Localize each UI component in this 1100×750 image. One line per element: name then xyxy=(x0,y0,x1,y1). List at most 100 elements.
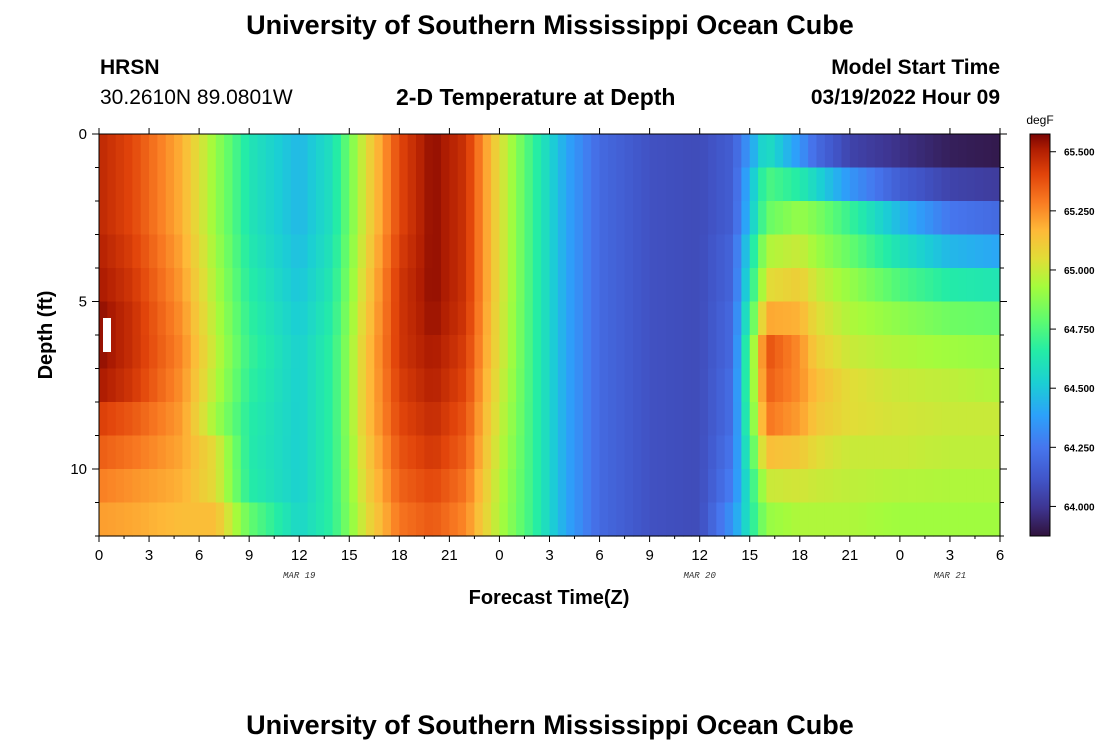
heatmap-cell xyxy=(674,335,684,370)
heatmap-cell xyxy=(324,335,334,370)
heatmap-cell xyxy=(207,469,217,504)
heatmap-cell xyxy=(165,335,175,370)
heatmap-cell xyxy=(215,167,225,202)
heatmap-cell xyxy=(691,134,701,169)
heatmap-cell xyxy=(524,335,534,370)
heatmap-cell xyxy=(591,167,601,202)
heatmap-cell xyxy=(766,268,776,303)
heatmap-cell xyxy=(282,502,292,537)
heatmap-cell xyxy=(916,469,926,504)
heatmap-cell xyxy=(899,268,909,303)
heatmap-cell xyxy=(649,435,659,470)
heatmap-cell xyxy=(674,469,684,504)
x-tick-label: 18 xyxy=(791,547,808,564)
heatmap-cell xyxy=(774,335,784,370)
heatmap-cell xyxy=(791,469,801,504)
heatmap-cell xyxy=(482,469,492,504)
heatmap-cell xyxy=(441,167,450,202)
colorbar-tick-label: 65.500 xyxy=(1064,148,1095,159)
heatmap-cell xyxy=(499,301,509,336)
heatmap-cell xyxy=(774,402,784,437)
heatmap-cell xyxy=(949,234,959,269)
heatmap-cell xyxy=(274,335,284,370)
heatmap-cell xyxy=(424,134,434,169)
heatmap-cell xyxy=(733,469,742,504)
heatmap-cell xyxy=(499,134,509,169)
heatmap-cell xyxy=(557,402,567,437)
heatmap-cell xyxy=(616,435,626,470)
heatmap-cell xyxy=(733,167,742,202)
heatmap-cell xyxy=(891,335,901,370)
heatmap-cell xyxy=(99,167,108,202)
heatmap-cell xyxy=(265,502,275,537)
heatmap-cell xyxy=(382,469,392,504)
heatmap-cell xyxy=(299,368,309,403)
heatmap-cell xyxy=(657,134,667,169)
heatmap-cell xyxy=(265,435,275,470)
heatmap-cell xyxy=(224,368,234,403)
heatmap-cell xyxy=(716,435,726,470)
heatmap-cell xyxy=(282,201,292,236)
heatmap-cell xyxy=(641,201,651,236)
heatmap-cell xyxy=(941,301,951,336)
heatmap-cell xyxy=(307,268,317,303)
heatmap-cell xyxy=(741,469,751,504)
heatmap-cell xyxy=(199,368,209,403)
heatmap-cell xyxy=(265,134,275,169)
heatmap-cell xyxy=(332,368,342,403)
heatmap-cell xyxy=(215,268,225,303)
heatmap-cell xyxy=(632,268,642,303)
heatmap-cell xyxy=(666,134,676,169)
heatmap-cell xyxy=(507,234,517,269)
heatmap-cell xyxy=(766,201,776,236)
heatmap-cell xyxy=(374,234,384,269)
heatmap-cell xyxy=(824,368,834,403)
heatmap-cell xyxy=(549,469,559,504)
heatmap-cell xyxy=(941,268,951,303)
heatmap-cell xyxy=(899,335,909,370)
heatmap-cell xyxy=(649,469,659,504)
heatmap-cell xyxy=(991,435,1001,470)
heatmap-cell xyxy=(232,301,242,336)
heatmap-cell xyxy=(708,368,717,403)
heatmap-cell xyxy=(816,502,826,537)
heatmap-cell xyxy=(249,335,259,370)
heatmap-cell xyxy=(240,469,250,504)
heatmap-cell xyxy=(799,402,809,437)
heatmap-cell xyxy=(265,335,275,370)
heatmap-cell xyxy=(966,469,976,504)
heatmap-cell xyxy=(582,268,592,303)
heatmap-cell xyxy=(649,335,659,370)
heatmap-cell xyxy=(799,234,809,269)
heatmap-cell xyxy=(190,335,200,370)
heatmap-cell xyxy=(99,368,108,403)
heatmap-cell xyxy=(532,134,542,169)
footer-title: University of Southern Mississippi Ocean… xyxy=(246,710,854,740)
heatmap-cell xyxy=(124,301,133,336)
heatmap-cell xyxy=(307,167,317,202)
heatmap-cell xyxy=(507,335,517,370)
heatmap-cell xyxy=(532,201,542,236)
heatmap-cell xyxy=(991,402,1001,437)
heatmap-cell xyxy=(482,502,492,537)
heatmap-cell xyxy=(132,201,142,236)
heatmap-cell xyxy=(716,368,726,403)
heatmap-cell xyxy=(866,502,876,537)
heatmap-cell xyxy=(933,368,943,403)
heatmap-cell xyxy=(616,469,626,504)
heatmap-cell xyxy=(157,201,167,236)
heatmap-cell xyxy=(399,368,409,403)
heatmap-cell xyxy=(824,268,834,303)
heatmap-cell xyxy=(708,301,717,336)
heatmap-cell xyxy=(424,201,434,236)
heatmap-cell xyxy=(616,167,626,202)
heatmap-cell xyxy=(299,167,309,202)
heatmap-cell xyxy=(407,502,417,537)
heatmap-cell xyxy=(624,201,634,236)
heatmap-cell xyxy=(257,268,267,303)
heatmap-cell xyxy=(249,469,259,504)
heatmap-cell xyxy=(883,335,893,370)
heatmap-cell xyxy=(733,201,742,236)
heatmap-cell xyxy=(874,368,884,403)
